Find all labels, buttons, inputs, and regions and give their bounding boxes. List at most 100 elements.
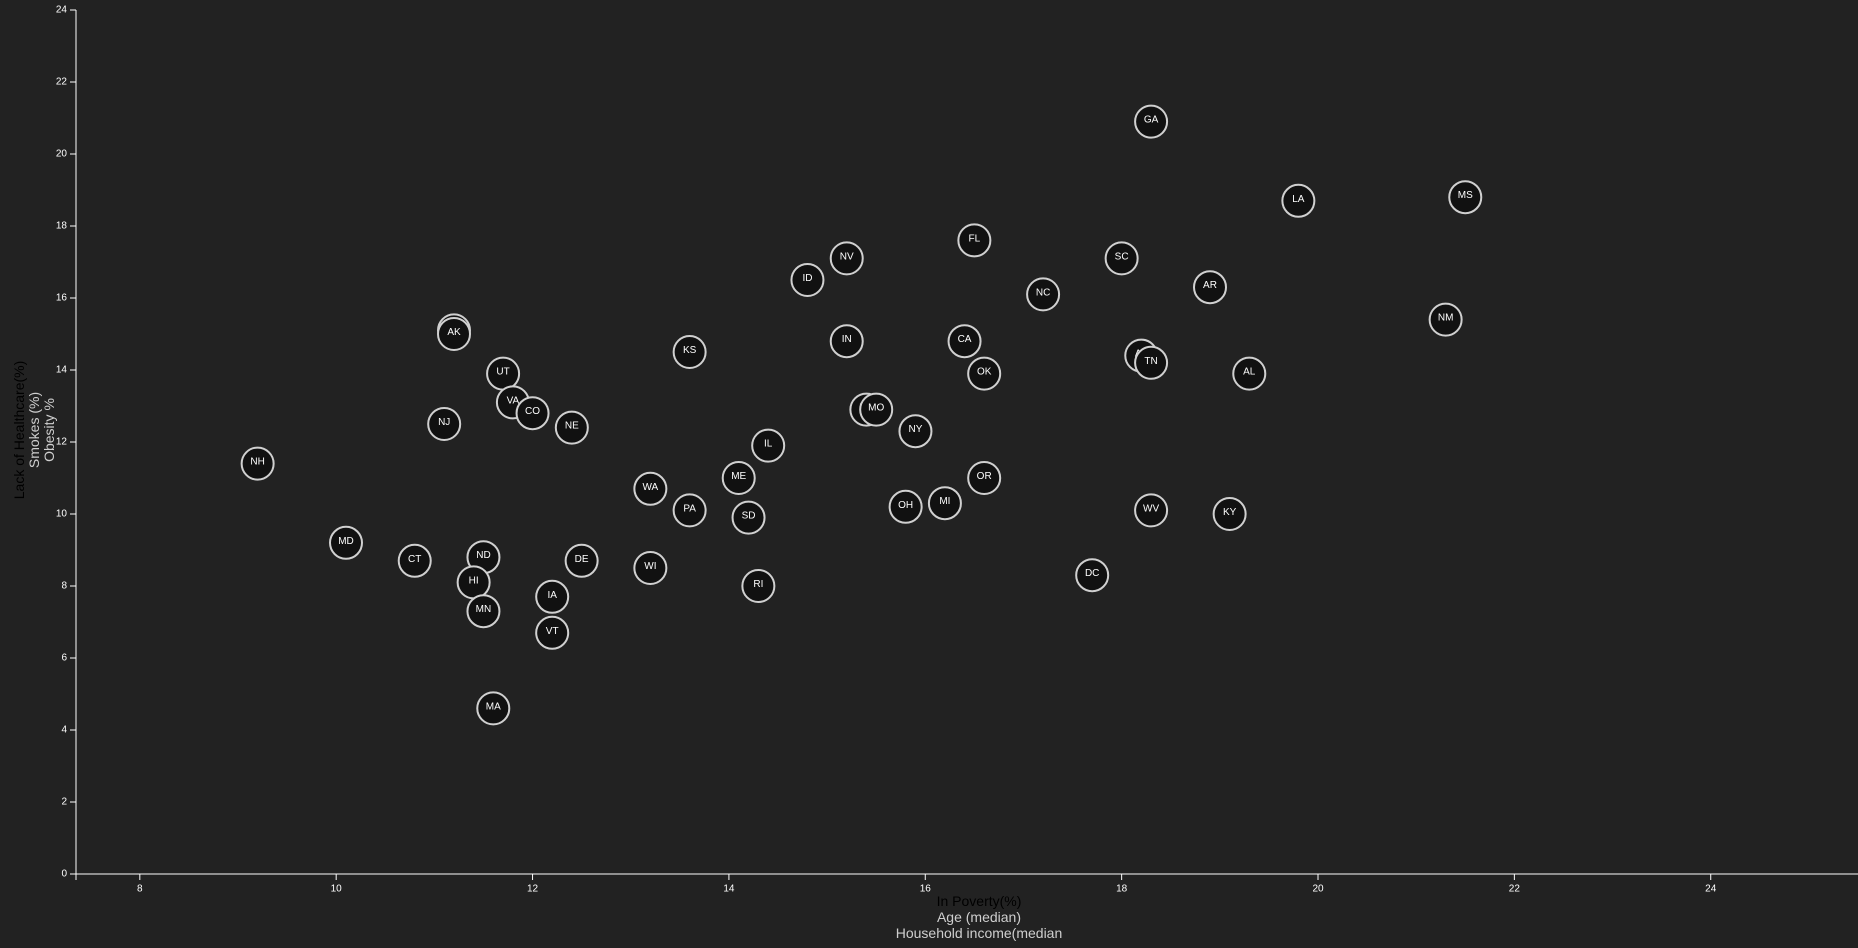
state-circle[interactable] [927,486,962,521]
state-circle[interactable] [554,410,589,445]
state-circle[interactable] [859,392,894,427]
state-circle[interactable] [967,461,1002,495]
state-point-id[interactable]: ID [790,263,825,297]
state-point-il[interactable]: IL [751,428,786,463]
state-label: NM [1438,313,1454,324]
y-axis-label-option[interactable]: Smokes (%) [26,392,42,468]
state-point-pa[interactable]: PA [672,493,707,528]
state-circle[interactable] [731,500,766,535]
state-circle[interactable] [957,223,992,258]
state-point-md[interactable]: MD [329,525,363,560]
x-axis-label-option[interactable]: Age (median) [937,909,1021,925]
state-point-sd[interactable]: SD [731,500,766,535]
state-circle[interactable] [564,543,599,578]
state-circle[interactable] [947,324,982,359]
state-circle[interactable] [535,579,570,614]
state-point-wi[interactable]: WI [633,551,668,585]
state-point-ne[interactable]: NE [554,410,589,445]
state-point-mi[interactable]: MI [927,486,962,521]
state-point-ct[interactable]: CT [397,543,432,578]
state-circle[interactable] [829,324,864,359]
state-circle[interactable] [1448,180,1483,215]
state-circle[interactable] [1281,183,1316,218]
state-point-in[interactable]: IN [829,324,864,359]
state-label: NJ [438,417,450,428]
state-label: ND [476,550,490,561]
state-point-tn[interactable]: TN [1134,345,1169,380]
state-circle[interactable] [1104,241,1139,276]
state-point-vt[interactable]: VT [535,615,570,650]
y-axis-label-option[interactable]: Obesity % [41,398,57,462]
state-point-wa[interactable]: WA [633,471,668,506]
state-circle[interactable] [633,471,668,506]
state-circle[interactable] [476,691,511,726]
state-circle[interactable] [888,489,923,524]
state-circle[interactable] [515,396,550,431]
state-point-ga[interactable]: GA [1134,104,1169,139]
y-axis-label-option[interactable]: Lack of Healthcare(%) [11,361,27,500]
state-circle[interactable] [1134,345,1169,380]
state-circle[interactable] [1134,104,1169,139]
state-point-la[interactable]: LA [1281,183,1316,218]
state-point-ri[interactable]: RI [741,569,776,603]
state-point-nm[interactable]: NM [1428,302,1463,337]
state-point-ok[interactable]: OK [967,356,1002,391]
state-circle[interactable] [466,594,501,629]
state-circle[interactable] [1212,497,1247,531]
state-point-sc[interactable]: SC [1104,241,1139,276]
state-point-or[interactable]: OR [967,461,1002,495]
state-circle[interactable] [721,461,756,495]
state-point-fl[interactable]: FL [957,223,992,258]
state-point-ia[interactable]: IA [535,579,570,614]
state-circle[interactable] [1134,493,1169,528]
state-point-nj[interactable]: NJ [427,407,462,441]
state-circle[interactable] [741,569,776,603]
state-point-oh[interactable]: OH [888,489,923,524]
state-circle[interactable] [672,493,707,528]
state-circle[interactable] [967,356,1002,391]
state-circle[interactable] [790,263,825,297]
state-point-dc[interactable]: DC [1075,558,1110,593]
state-circle[interactable] [329,525,363,560]
state-circle[interactable] [1026,277,1061,312]
state-point-ms[interactable]: MS [1448,180,1483,215]
state-circle[interactable] [672,335,707,369]
state-circle[interactable] [751,428,786,463]
state-point-ma[interactable]: MA [476,691,511,726]
state-circle[interactable] [437,317,471,351]
state-point-nh[interactable]: NH [240,446,275,481]
state-circle[interactable] [829,241,864,276]
state-point-wv[interactable]: WV [1134,493,1169,528]
state-point-mo[interactable]: MO [859,392,894,427]
state-point-ks[interactable]: KS [672,335,707,369]
state-circle[interactable] [1075,558,1110,593]
state-circle[interactable] [898,414,933,449]
x-axis-label-option[interactable]: In Poverty(%) [937,893,1022,909]
state-point-de[interactable]: DE [564,543,599,578]
state-circle[interactable] [633,551,668,585]
state-point-ar[interactable]: AR [1193,270,1227,305]
state-point-nc[interactable]: NC [1026,277,1061,312]
state-point-ny[interactable]: NY [898,414,933,449]
x-axis-label-option[interactable]: Household income(median [896,925,1063,941]
state-point-ca[interactable]: CA [947,324,982,359]
state-point-ak[interactable]: AK [437,317,471,351]
state-point-ky[interactable]: KY [1212,497,1247,531]
state-point-co[interactable]: CO [515,396,550,431]
state-circle[interactable] [240,446,275,481]
state-circle[interactable] [427,407,462,441]
state-point-hi[interactable]: HI [456,565,491,600]
x-tick-label: 18 [1116,883,1128,894]
state-circle[interactable] [1232,356,1267,391]
state-label: GA [1144,115,1159,126]
state-circle[interactable] [1428,302,1463,337]
state-point-nv[interactable]: NV [829,241,864,276]
state-circle[interactable] [535,615,570,650]
state-point-ut[interactable]: UT [486,356,521,391]
x-tick-label: 22 [1509,883,1521,894]
state-point-al[interactable]: AL [1232,356,1267,391]
state-circle[interactable] [1193,270,1227,305]
state-point-mn[interactable]: MN [466,594,501,629]
state-circle[interactable] [397,543,432,578]
state-point-me[interactable]: ME [721,461,756,495]
